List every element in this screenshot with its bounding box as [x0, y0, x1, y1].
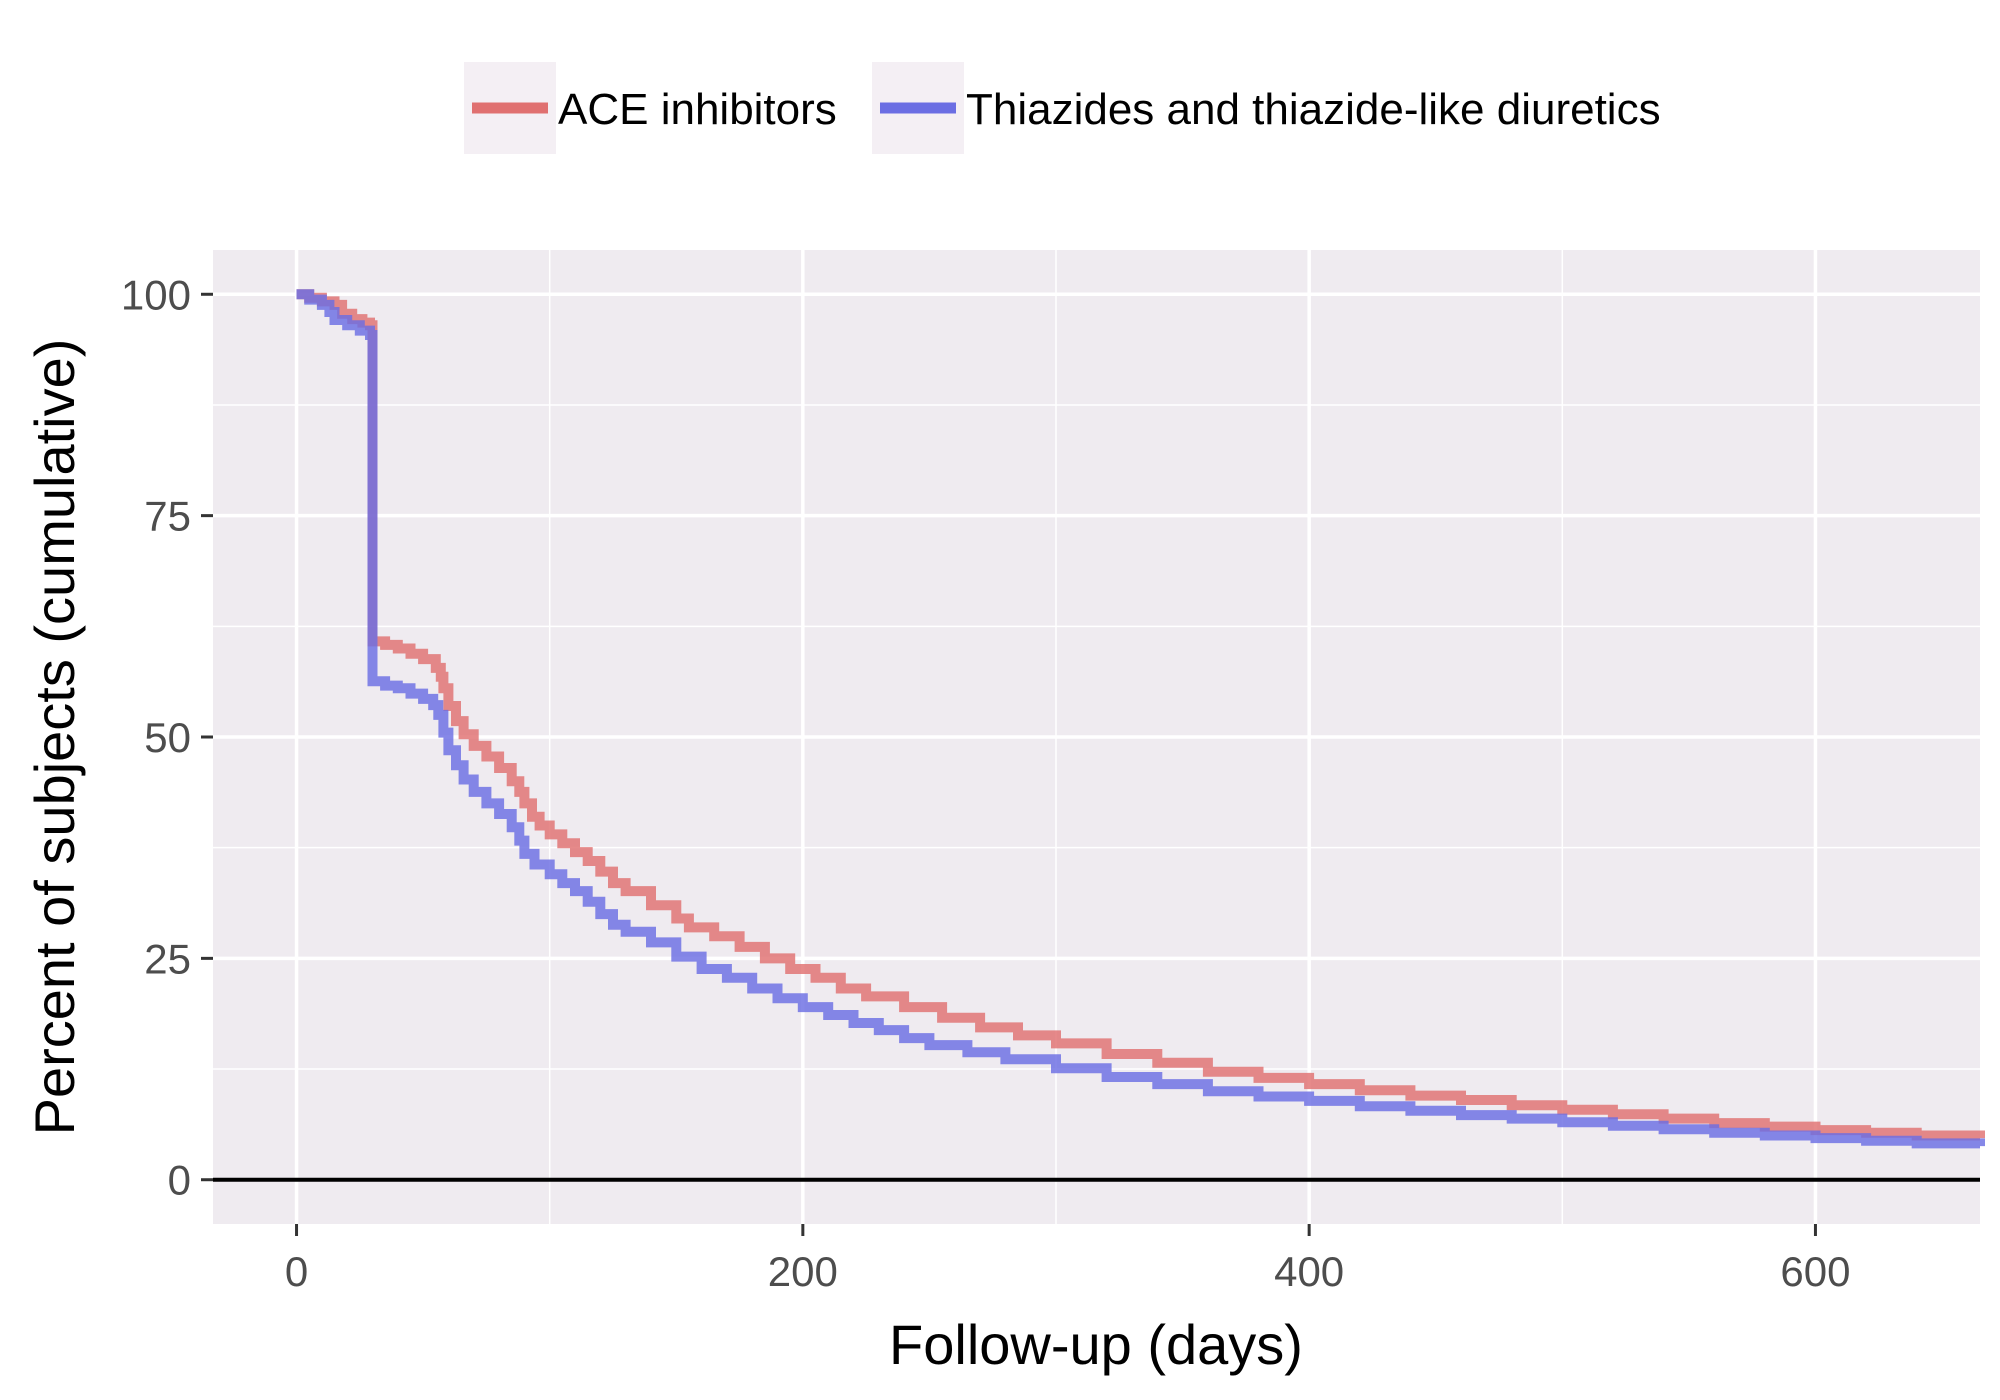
data-series [296, 289, 1985, 1149]
x-axis-title: Follow-up (days) [889, 1313, 1303, 1376]
y-axis: 0 25 50 75 100 [121, 271, 213, 1204]
x-tick-label-2: 400 [1274, 1248, 1344, 1295]
y-tick-label-1: 25 [144, 935, 191, 982]
y-axis-title: Percent of subjects (cumulative) [23, 339, 86, 1136]
x-tick-label-0: 0 [285, 1248, 308, 1295]
y-tick-label-2: 50 [144, 714, 191, 761]
y-tick-label-0: 0 [168, 1157, 191, 1204]
legend-label-thiazide: Thiazides and thiazide-like diuretics [966, 85, 1661, 134]
y-tick-label-4: 100 [121, 271, 191, 318]
x-tick-label-3: 600 [1780, 1248, 1850, 1295]
y-tick-label-3: 75 [144, 493, 191, 540]
series-line-1 [296, 289, 1985, 1149]
x-tick-label-1: 200 [768, 1248, 838, 1295]
legend-label-ace: ACE inhibitors [558, 85, 837, 134]
legend: ACE inhibitors Thiazides and thiazide-li… [464, 62, 1661, 154]
series-line-0 [296, 289, 1985, 1141]
x-axis: 0 200 400 600 [285, 1224, 1850, 1295]
